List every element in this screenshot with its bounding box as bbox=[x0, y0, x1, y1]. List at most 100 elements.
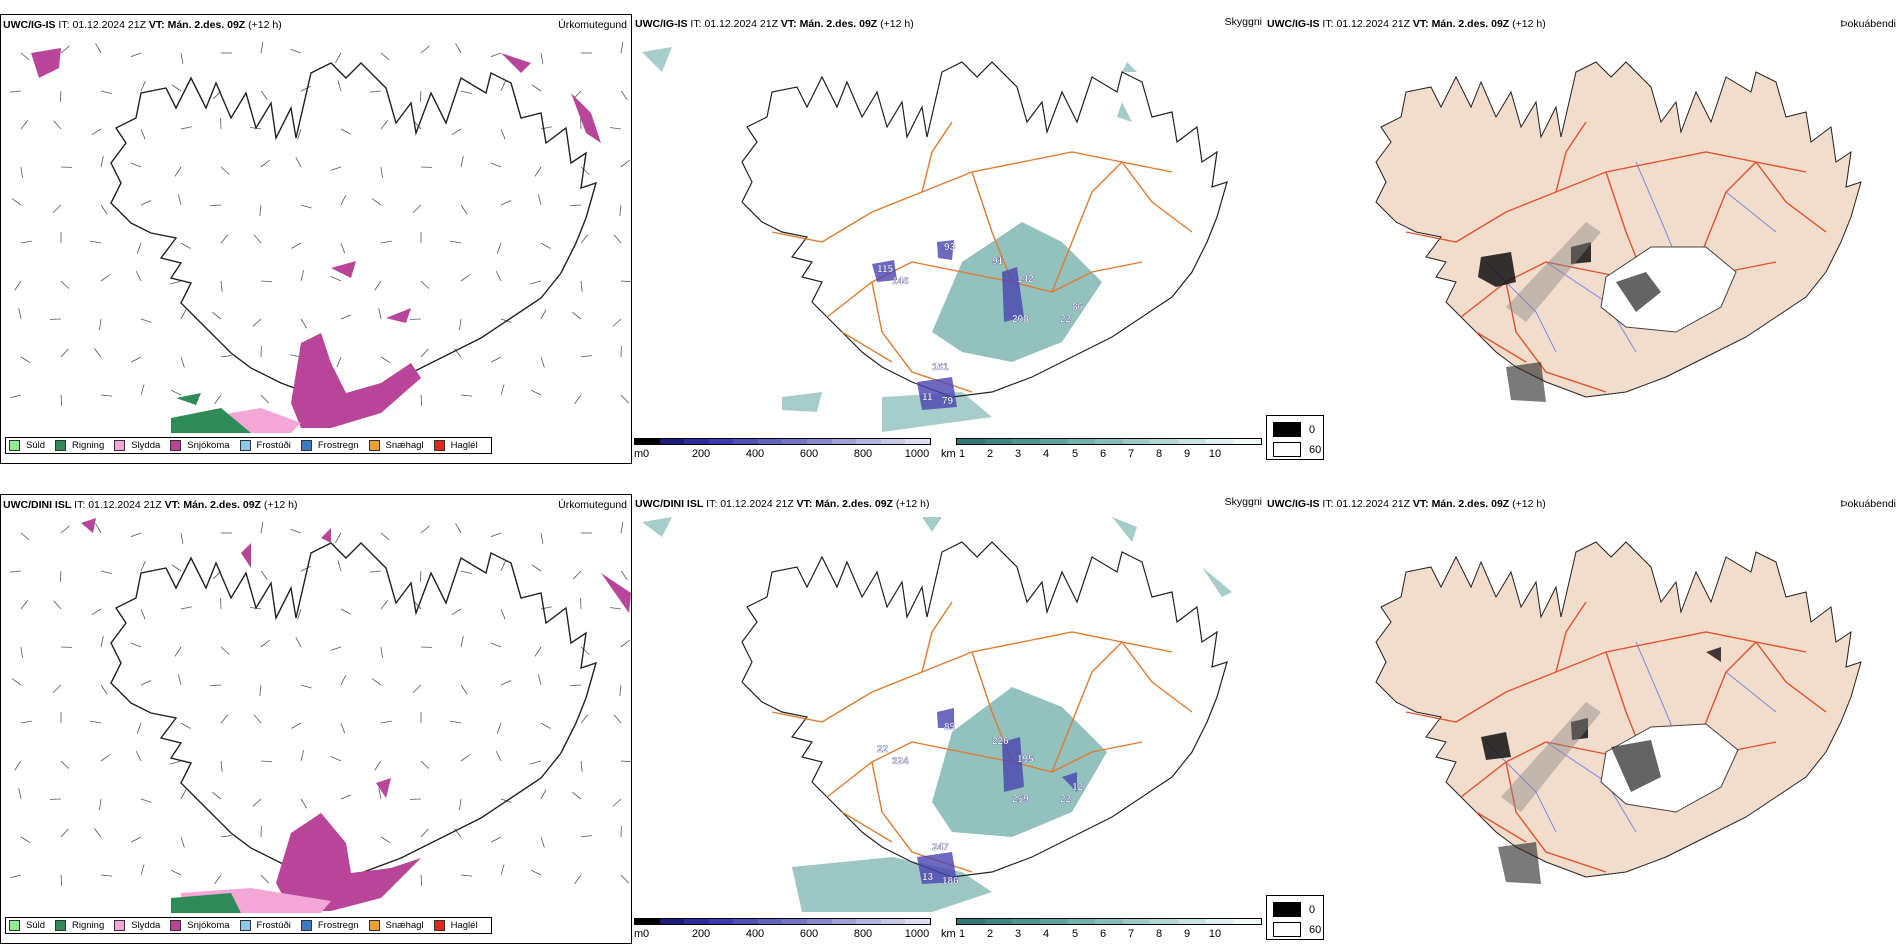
road bbox=[841, 811, 893, 843]
wind-barb bbox=[500, 384, 505, 396]
wind-barb bbox=[580, 835, 592, 838]
fog-legend: 0 60 bbox=[1266, 895, 1324, 940]
wind-barb bbox=[380, 532, 390, 541]
river bbox=[1725, 191, 1777, 233]
wind-barb bbox=[540, 532, 544, 544]
road bbox=[1755, 161, 1827, 233]
visibility-label: 11 bbox=[922, 392, 933, 403]
coastline bbox=[741, 61, 1228, 398]
wind-barb bbox=[496, 242, 502, 254]
vt-label: VT: bbox=[1412, 498, 1429, 510]
lead-time: (+12 h) bbox=[895, 498, 930, 510]
visibility-label: 85 bbox=[944, 722, 956, 733]
wind-barb bbox=[580, 714, 589, 724]
legend-label: Frostúði bbox=[256, 920, 291, 931]
wind-barb bbox=[380, 120, 389, 130]
wind-barb bbox=[252, 318, 262, 327]
precip-panel-bottom: UWC/DINI ISL IT: 01.12.2024 21Z VT: Mán.… bbox=[0, 494, 632, 944]
wind-barb bbox=[419, 570, 422, 583]
wind-barb bbox=[300, 318, 308, 329]
wind-barb bbox=[260, 394, 269, 404]
wind-barb bbox=[260, 760, 273, 763]
legend-swatch bbox=[300, 440, 312, 451]
wind-barb bbox=[140, 608, 146, 620]
visibility-panel-top: UWC/IG-IS IT: 01.12.2024 21Z VT: Mán. 2.… bbox=[632, 14, 1266, 464]
colorbar-cell bbox=[1012, 439, 1040, 444]
wind-barbs bbox=[10, 522, 631, 887]
road bbox=[1121, 641, 1193, 713]
visibility-colorbar: m 0 200 400 600 800 1000 km 1 2 3 4 5 6 7 8 9 10 bbox=[634, 918, 1264, 944]
wind-barb bbox=[60, 828, 69, 838]
wind-barb bbox=[180, 606, 192, 610]
wind-barb bbox=[252, 798, 262, 807]
wind-barb bbox=[60, 394, 63, 407]
wind-barb bbox=[53, 120, 62, 130]
colorbar-cell bbox=[831, 439, 857, 444]
colorbar-cell bbox=[782, 439, 808, 444]
wind-barb bbox=[531, 84, 542, 92]
wind-barb bbox=[378, 308, 382, 320]
colorbar-cell bbox=[1205, 919, 1234, 924]
wind-barb bbox=[380, 240, 392, 244]
legend-swatch bbox=[114, 920, 126, 931]
wind-barb bbox=[177, 194, 182, 206]
model-name: UWC/IG-IS bbox=[635, 18, 688, 30]
low-visibility-area bbox=[922, 517, 942, 532]
low-cloud-area bbox=[917, 377, 957, 410]
wind-barb bbox=[572, 311, 582, 320]
wind-barb bbox=[490, 532, 502, 538]
colorbar-cell bbox=[880, 439, 906, 444]
visibility-label: 22 bbox=[1060, 794, 1072, 805]
wind-barb bbox=[300, 85, 312, 92]
fog-legend-label: 60 bbox=[1309, 923, 1322, 936]
wind-barb bbox=[530, 280, 542, 285]
wind-barb bbox=[100, 274, 111, 282]
colorbar-cell bbox=[957, 439, 985, 444]
wind-barb bbox=[380, 646, 383, 658]
low-visibility-area bbox=[1202, 567, 1232, 597]
colorbar-tick: 400 bbox=[745, 928, 765, 940]
wind-barb bbox=[59, 570, 62, 583]
legend-item: Snæhagl bbox=[368, 920, 424, 931]
fog-legend-swatch bbox=[1273, 902, 1301, 917]
wind-barb bbox=[60, 280, 70, 289]
it-value: 01.12.2024 21Z bbox=[720, 498, 794, 510]
fog-map bbox=[1375, 61, 1862, 402]
wind-barb bbox=[60, 760, 70, 769]
wind-barb bbox=[260, 159, 270, 168]
wind-barb bbox=[530, 389, 542, 396]
colorbar-cell bbox=[1178, 919, 1206, 924]
wind-barb bbox=[220, 835, 232, 838]
vt-label: VT: bbox=[164, 499, 181, 511]
wind-barb bbox=[380, 52, 390, 61]
wind-barb bbox=[295, 637, 302, 648]
precip-legend: Súld Rigning Slydda Snjókoma Frostúði Frostre… bbox=[5, 917, 492, 934]
distance-colorbar bbox=[956, 918, 1262, 925]
colorbar-cell bbox=[684, 439, 709, 444]
snow-area bbox=[501, 53, 531, 73]
fog-legend-swatch bbox=[1273, 922, 1301, 937]
wind-barb bbox=[140, 200, 152, 206]
wind-barb bbox=[214, 394, 222, 405]
fog-area bbox=[1706, 647, 1721, 662]
legend-item: Frostregn bbox=[300, 440, 359, 451]
low-cloud-area bbox=[917, 852, 957, 884]
visibility-label: 13 bbox=[922, 872, 934, 883]
wind-barb bbox=[135, 270, 142, 282]
wind-barb bbox=[380, 836, 391, 844]
wind-barb bbox=[500, 680, 512, 686]
fog-area bbox=[1616, 272, 1661, 312]
distance-colorbar bbox=[956, 438, 1262, 445]
wind-barb bbox=[620, 159, 630, 168]
legend-swatch bbox=[170, 920, 182, 931]
wind-barb bbox=[540, 606, 552, 610]
wind-barb bbox=[212, 311, 222, 320]
low-visibility-area bbox=[642, 517, 672, 537]
colorbar-tick: 800 bbox=[853, 448, 873, 460]
legend-label: Súld bbox=[26, 440, 46, 451]
road bbox=[921, 121, 953, 193]
wind-barb bbox=[300, 204, 312, 209]
it-value: 01.12.2024 21Z bbox=[704, 18, 778, 30]
legend-label: Haglél bbox=[450, 920, 478, 931]
